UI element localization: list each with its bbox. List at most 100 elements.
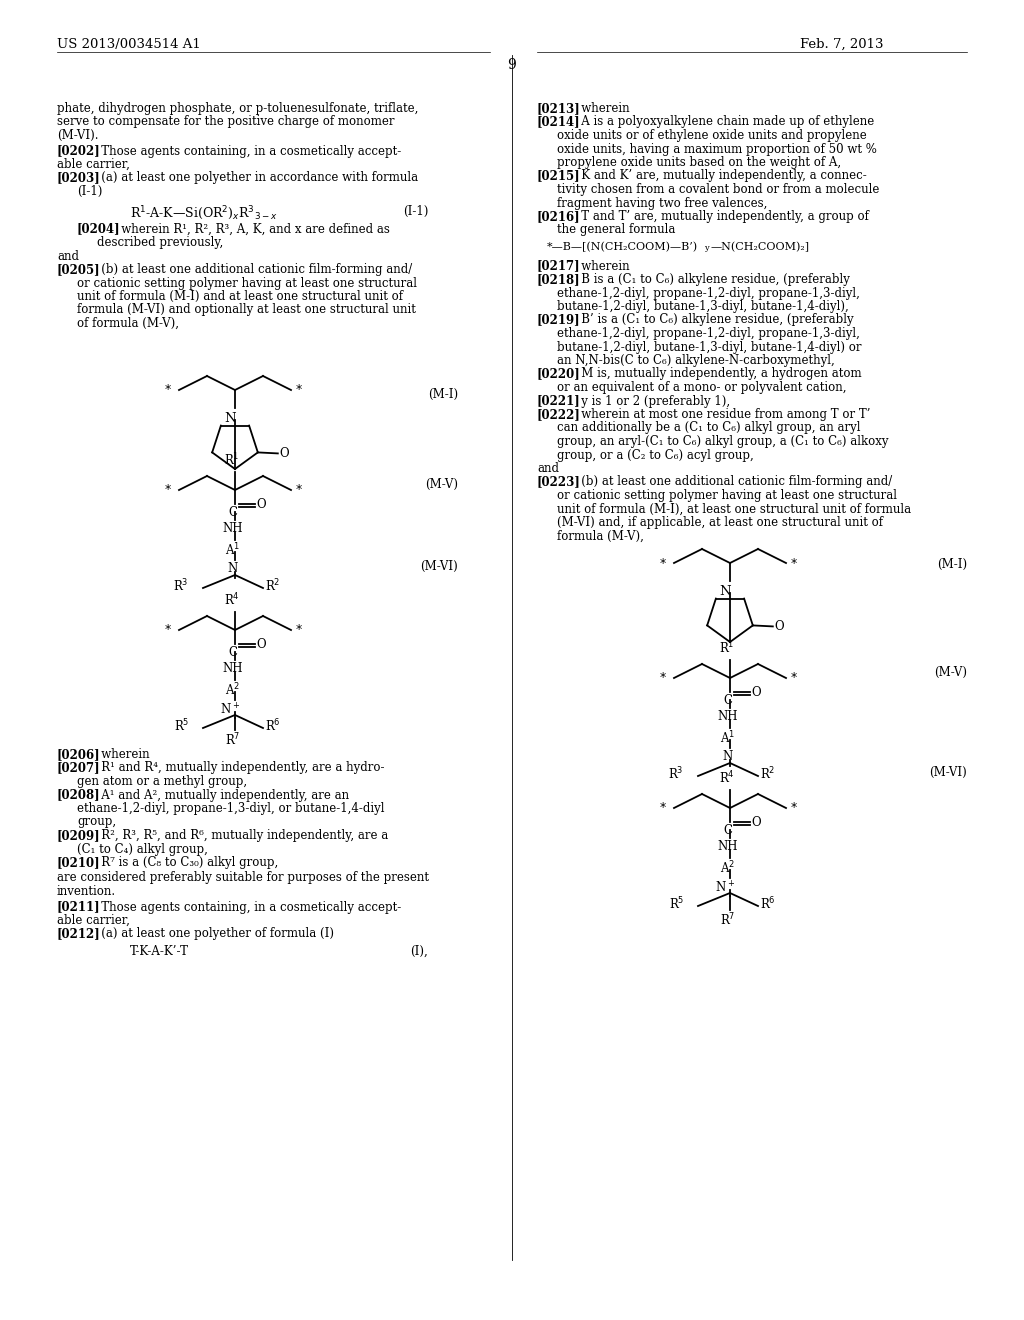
Text: (M-VI) and, if applicable, at least one structural unit of: (M-VI) and, if applicable, at least one …: [557, 516, 883, 529]
Text: *: *: [659, 557, 666, 569]
Text: *: *: [165, 483, 171, 496]
Text: N$^+$: N$^+$: [220, 702, 240, 717]
Text: (M-I): (M-I): [428, 388, 458, 401]
Text: N: N: [228, 562, 239, 576]
Text: O: O: [751, 817, 761, 829]
Text: ethane-1,2-diyl, propane-1,3-diyl, or butane-1,4-diyl: ethane-1,2-diyl, propane-1,3-diyl, or bu…: [77, 803, 384, 814]
Text: [0204]: [0204]: [77, 223, 121, 235]
Text: (a) at least one polyether in accordance with formula: (a) at least one polyether in accordance…: [90, 172, 419, 185]
Text: C: C: [724, 694, 732, 708]
Text: wherein at most one residue from among T or T’: wherein at most one residue from among T…: [570, 408, 870, 421]
Text: R$^4$: R$^4$: [224, 591, 240, 609]
Text: C: C: [228, 645, 238, 659]
Text: (I-1): (I-1): [77, 185, 102, 198]
Text: y: y: [705, 244, 709, 252]
Text: B is a (C₁ to C₆) alkylene residue, (preferably: B is a (C₁ to C₆) alkylene residue, (pre…: [570, 273, 850, 286]
Text: tivity chosen from a covalent bond or from a molecule: tivity chosen from a covalent bond or fr…: [557, 183, 880, 195]
Text: [0220]: [0220]: [537, 367, 581, 380]
Text: phate, dihydrogen phosphate, or p-toluenesulfonate, triflate,: phate, dihydrogen phosphate, or p-toluen…: [57, 102, 419, 115]
Text: T and T’ are, mutually independently, a group of: T and T’ are, mutually independently, a …: [570, 210, 869, 223]
Text: [0218]: [0218]: [537, 273, 581, 286]
Text: R$^7$: R$^7$: [720, 912, 735, 928]
Text: an N,N-bis(C to C₆) alkylene-N-carboxymethyl,: an N,N-bis(C to C₆) alkylene-N-carboxyme…: [557, 354, 835, 367]
Text: [0219]: [0219]: [537, 314, 581, 326]
Text: serve to compensate for the positive charge of monomer: serve to compensate for the positive cha…: [57, 116, 394, 128]
Text: A$^2$: A$^2$: [225, 682, 241, 698]
Text: unit of formula (M-I) and at least one structural unit of: unit of formula (M-I) and at least one s…: [77, 290, 403, 304]
Text: *: *: [659, 801, 666, 814]
Text: O: O: [751, 686, 761, 700]
Text: [0215]: [0215]: [537, 169, 581, 182]
Text: T-K-A-K’-T: T-K-A-K’-T: [130, 945, 189, 958]
Text: [0216]: [0216]: [537, 210, 581, 223]
Text: NH: NH: [718, 710, 738, 723]
Text: y is 1 or 2 (preferably 1),: y is 1 or 2 (preferably 1),: [570, 395, 730, 408]
Text: N: N: [719, 585, 731, 598]
Text: or cationic setting polymer having at least one structural: or cationic setting polymer having at le…: [77, 276, 417, 289]
Text: [0205]: [0205]: [57, 263, 100, 276]
Text: ethane-1,2-diyl, propane-1,2-diyl, propane-1,3-diyl,: ethane-1,2-diyl, propane-1,2-diyl, propa…: [557, 286, 860, 300]
Text: *: *: [791, 672, 798, 685]
Text: group, an aryl-(C₁ to C₆) alkyl group, a (C₁ to C₆) alkoxy: group, an aryl-(C₁ to C₆) alkyl group, a…: [557, 436, 889, 447]
Text: K and K’ are, mutually independently, a connec-: K and K’ are, mutually independently, a …: [570, 169, 867, 182]
Text: —N(CH₂COOM)₂]: —N(CH₂COOM)₂]: [711, 242, 810, 252]
Text: Feb. 7, 2013: Feb. 7, 2013: [800, 38, 884, 51]
Text: R$^6$: R$^6$: [265, 718, 281, 734]
Text: *: *: [791, 557, 798, 569]
Text: [0203]: [0203]: [57, 172, 100, 185]
Text: (M-VI): (M-VI): [929, 766, 967, 779]
Text: [0210]: [0210]: [57, 855, 100, 869]
Text: wherein R¹, R², R³, A, K, and x are defined as: wherein R¹, R², R³, A, K, and x are defi…: [111, 223, 390, 235]
Text: group, or a (C₂ to C₆) acyl group,: group, or a (C₂ to C₆) acyl group,: [557, 449, 754, 462]
Text: [0213]: [0213]: [537, 102, 581, 115]
Text: N: N: [723, 750, 733, 763]
Text: 9: 9: [508, 58, 516, 73]
Text: [0223]: [0223]: [537, 475, 581, 488]
Text: [0211]: [0211]: [57, 900, 100, 913]
Text: formula (M-V),: formula (M-V),: [557, 529, 644, 543]
Text: R$^1$: R$^1$: [719, 639, 735, 656]
Text: wherein: wherein: [570, 102, 630, 115]
Text: (M-VI).: (M-VI).: [57, 129, 98, 143]
Text: are considered preferably suitable for purposes of the present: are considered preferably suitable for p…: [57, 871, 429, 884]
Text: unit of formula (M-I), at least one structural unit of formula: unit of formula (M-I), at least one stru…: [557, 503, 911, 516]
Text: A$^1$: A$^1$: [721, 730, 735, 747]
Text: can additionally be a (C₁ to C₆) alkyl group, an aryl: can additionally be a (C₁ to C₆) alkyl g…: [557, 421, 860, 434]
Text: [0214]: [0214]: [537, 116, 581, 128]
Text: wherein: wherein: [90, 748, 150, 762]
Text: butane-1,2-diyl, butane-1,3-diyl, butane-1,4-diyl),: butane-1,2-diyl, butane-1,3-diyl, butane…: [557, 300, 849, 313]
Text: *: *: [296, 384, 302, 396]
Text: able carrier,: able carrier,: [57, 158, 130, 172]
Text: [0217]: [0217]: [537, 260, 581, 272]
Text: *: *: [791, 801, 798, 814]
Text: invention.: invention.: [57, 884, 116, 898]
Text: oxide units, having a maximum proportion of 50 wt %: oxide units, having a maximum proportion…: [557, 143, 877, 156]
Text: ethane-1,2-diyl, propane-1,2-diyl, propane-1,3-diyl,: ethane-1,2-diyl, propane-1,2-diyl, propa…: [557, 327, 860, 341]
Text: (M-I): (M-I): [937, 558, 967, 572]
Text: (I),: (I),: [411, 945, 428, 958]
Text: (b) at least one additional cationic film-forming and/: (b) at least one additional cationic fil…: [90, 263, 413, 276]
Text: (b) at least one additional cationic film-forming and/: (b) at least one additional cationic fil…: [570, 475, 893, 488]
Text: or cationic setting polymer having at least one structural: or cationic setting polymer having at le…: [557, 488, 897, 502]
Text: described previously,: described previously,: [97, 236, 223, 249]
Text: [0221]: [0221]: [537, 395, 581, 408]
Text: O: O: [256, 499, 265, 511]
Text: *: *: [165, 623, 171, 636]
Text: (M-VI): (M-VI): [420, 560, 458, 573]
Text: Those agents containing, in a cosmetically accept-: Those agents containing, in a cosmetical…: [90, 900, 401, 913]
Text: *: *: [165, 384, 171, 396]
Text: [0212]: [0212]: [57, 928, 100, 940]
Text: R$^4$: R$^4$: [719, 770, 735, 785]
Text: A¹ and A², mutually independently, are an: A¹ and A², mutually independently, are a…: [90, 788, 349, 801]
Text: or an equivalent of a mono- or polyvalent cation,: or an equivalent of a mono- or polyvalen…: [557, 381, 847, 393]
Text: A$^2$: A$^2$: [721, 861, 735, 876]
Text: and: and: [57, 249, 79, 263]
Text: the general formula: the general formula: [557, 223, 676, 236]
Text: R$^5$: R$^5$: [173, 718, 189, 734]
Text: wherein: wherein: [570, 260, 630, 272]
Text: fragment having two free valences,: fragment having two free valences,: [557, 197, 767, 210]
Text: [0207]: [0207]: [57, 762, 100, 775]
Text: [0209]: [0209]: [57, 829, 100, 842]
Text: [0222]: [0222]: [537, 408, 581, 421]
Text: R$^3$: R$^3$: [669, 766, 684, 783]
